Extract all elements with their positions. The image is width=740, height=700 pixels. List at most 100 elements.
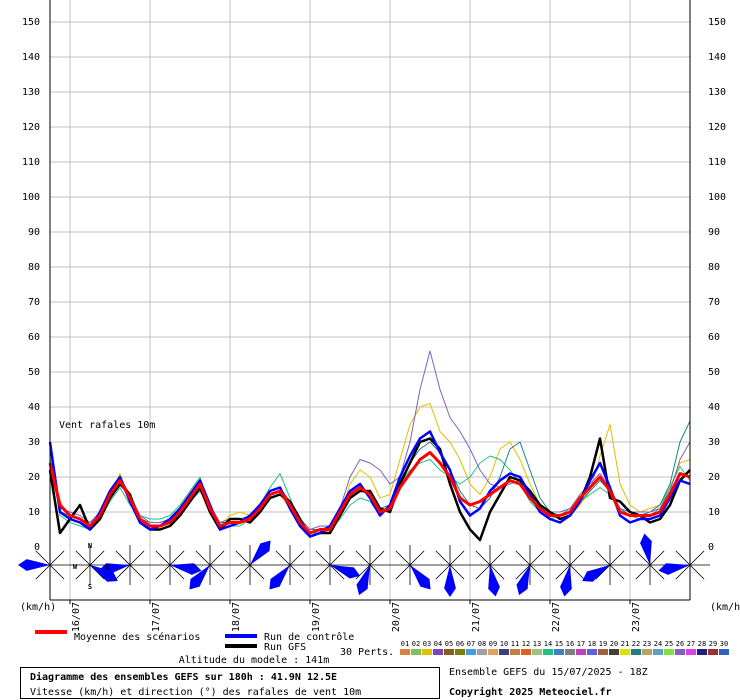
perturbation-label: 09 xyxy=(489,640,497,648)
rose-spoke xyxy=(89,564,105,580)
run-info: Ensemble GEFS du 15/07/2025 - 18Z xyxy=(449,667,648,678)
perturbation-swatch xyxy=(675,649,685,655)
perturbation-label: 19 xyxy=(599,640,607,648)
wind-rose xyxy=(510,545,550,596)
rose-spoke xyxy=(595,550,611,566)
perturbation-swatch xyxy=(631,649,641,655)
rose-spoke xyxy=(369,564,385,580)
x-tick-label: 19/07 xyxy=(311,602,322,632)
perturbation-label: 20 xyxy=(610,640,618,648)
y-tick-label: 70 xyxy=(708,297,720,308)
perturbation-label: 10 xyxy=(500,640,508,648)
y-tick-label: 130 xyxy=(22,87,40,98)
rose-spoke xyxy=(115,564,131,580)
y-tick-label: 100 xyxy=(22,192,40,203)
x-tick-label: 21/07 xyxy=(471,602,482,632)
rose-wedge xyxy=(330,565,361,579)
y-tick-label: 90 xyxy=(28,227,40,238)
legend-label: Run GFS xyxy=(264,642,306,653)
rose-wedge xyxy=(658,563,690,575)
y-tick-label: 50 xyxy=(28,367,40,378)
y-tick-label: 110 xyxy=(22,157,40,168)
rose-spoke xyxy=(355,550,371,566)
rose-wedge xyxy=(488,565,500,597)
perturbation-label: 30 xyxy=(720,640,728,648)
perturbation-swatch xyxy=(609,649,619,655)
y-tick-label: 150 xyxy=(708,17,726,28)
y-tick-label: 120 xyxy=(708,122,726,133)
perturbation-swatch xyxy=(543,649,553,655)
wind-rose xyxy=(269,545,310,590)
rose-spoke xyxy=(155,550,171,566)
rose-spoke xyxy=(329,550,345,566)
title-box xyxy=(20,667,440,699)
rose-spoke xyxy=(275,550,291,566)
rose-spoke xyxy=(689,550,705,566)
perturbation-swatch xyxy=(620,649,630,655)
wind-rose xyxy=(230,540,271,585)
wind-rose xyxy=(310,545,361,585)
rose-spoke xyxy=(409,550,425,566)
rose-spoke xyxy=(555,564,571,580)
wind-rose xyxy=(350,545,390,596)
rose-spoke xyxy=(609,550,625,566)
compass-label: W xyxy=(73,563,78,571)
perturbation-label: 11 xyxy=(511,640,519,648)
rose-spoke xyxy=(435,564,451,580)
rose-spoke xyxy=(515,564,531,580)
y-tick-label: 20 xyxy=(28,472,40,483)
wind-roses xyxy=(18,533,710,597)
x-tick-label: 22/07 xyxy=(551,602,562,632)
rose-spoke xyxy=(395,564,411,580)
rose-spoke xyxy=(209,564,225,580)
rose-spoke xyxy=(315,564,331,580)
y-tick-label: 0 xyxy=(34,542,40,553)
y-tick-label: 30 xyxy=(28,437,40,448)
legend: Moyenne des scénarios Run de contrôle Ru… xyxy=(35,630,729,658)
grid: 0 0 10 10 20 20 30 30 40 40 50 50 60 60 70 70 80 80 90 90 10… xyxy=(22,0,726,632)
y-label-left: (km/h) xyxy=(20,602,56,613)
perturbation-label: 25 xyxy=(665,640,673,648)
y-tick-label: 50 xyxy=(708,367,720,378)
wind-rose xyxy=(630,533,670,585)
rose-spoke xyxy=(489,564,505,580)
rose-spoke xyxy=(235,564,251,580)
y-tick-label: 60 xyxy=(28,332,40,343)
chart-title: Diagramme des ensembles GEFS sur 180h : … xyxy=(30,671,337,683)
rose-wedge xyxy=(189,565,210,590)
rose-spoke xyxy=(649,550,665,566)
rose-spoke xyxy=(515,550,531,566)
y-tick-label: 100 xyxy=(708,192,726,203)
x-tick-label: 23/07 xyxy=(631,602,642,632)
series-line xyxy=(49,455,691,534)
y-tick-label: 130 xyxy=(708,87,726,98)
rose-spoke xyxy=(609,564,625,580)
rose-spoke xyxy=(129,564,145,580)
rose-spoke xyxy=(169,550,185,566)
perturbation-swatch xyxy=(576,649,586,655)
rose-spoke xyxy=(635,564,651,580)
y-tick-label: 20 xyxy=(708,472,720,483)
perturbation-swatch xyxy=(686,649,696,655)
y-tick-label: 60 xyxy=(708,332,720,343)
perturbation-label: 01 xyxy=(401,640,409,648)
rose-wedge xyxy=(410,565,431,590)
rose-spoke xyxy=(155,564,171,580)
perturbation-swatch xyxy=(521,649,531,655)
perturbation-label: 08 xyxy=(478,640,486,648)
perturbation-label: 21 xyxy=(621,640,629,648)
perturbation-swatch xyxy=(422,649,432,655)
perturbation-label: 13 xyxy=(533,640,541,648)
series-line xyxy=(48,451,691,535)
rose-spoke xyxy=(289,550,305,566)
perturbation-label: 07 xyxy=(467,640,475,648)
rose-spoke xyxy=(569,564,585,580)
legend-label: Moyenne des scénarios xyxy=(74,631,200,643)
rose-spoke xyxy=(595,564,611,580)
rose-spoke xyxy=(209,550,225,566)
rose-spoke xyxy=(475,550,491,566)
rose-spoke xyxy=(435,550,451,566)
perturbation-label: 06 xyxy=(456,640,464,648)
rose-wedge xyxy=(516,565,530,596)
